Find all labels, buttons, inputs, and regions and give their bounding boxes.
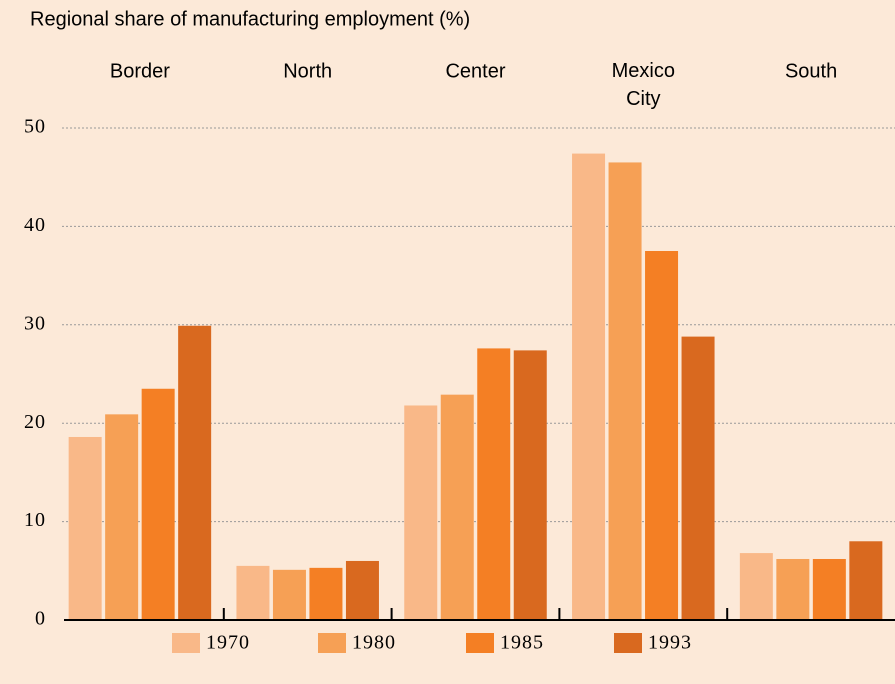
category-label: Border: [110, 60, 170, 82]
y-tick-label: 40: [24, 214, 46, 236]
bar: [309, 567, 343, 620]
bar: [572, 153, 606, 621]
category-label: North: [283, 60, 332, 82]
bar: [440, 394, 474, 620]
bar: [404, 405, 438, 620]
category-label-line: Mexico: [612, 60, 675, 82]
legend-swatch: [614, 633, 642, 653]
y-tick-label: 0: [35, 608, 46, 630]
y-tick-label: 20: [24, 411, 46, 433]
bar: [739, 553, 773, 620]
bar: [849, 541, 883, 620]
bar: [236, 565, 270, 620]
legend-swatch: [318, 633, 346, 653]
category-label: Mexico City: [612, 60, 675, 110]
bar: [141, 388, 175, 620]
bar: [272, 569, 306, 620]
y-tick-label: 30: [24, 312, 46, 334]
legend-label: 1980: [352, 632, 396, 654]
bar: [68, 436, 102, 620]
category-label: Center: [445, 60, 505, 82]
bar: [681, 336, 715, 620]
legend-swatch: [466, 633, 494, 653]
bar: [178, 325, 212, 620]
bar: [513, 350, 547, 620]
y-tick-label: 10: [24, 509, 46, 531]
legend-label: 1970: [206, 632, 250, 654]
category-label-line: City: [626, 88, 660, 110]
bar: [345, 560, 379, 620]
bar: [105, 414, 139, 620]
chart-title: Regional share of manufacturing employme…: [30, 8, 470, 30]
legend-label: 1993: [648, 632, 692, 654]
category-label: South: [785, 60, 837, 82]
y-tick-label: 50: [24, 116, 46, 138]
bar: [776, 558, 810, 620]
bar: [608, 162, 642, 620]
legend-swatch: [172, 633, 200, 653]
bar: [645, 251, 679, 620]
bar: [477, 348, 511, 620]
legend-label: 1985: [500, 632, 544, 654]
bar: [812, 558, 846, 620]
